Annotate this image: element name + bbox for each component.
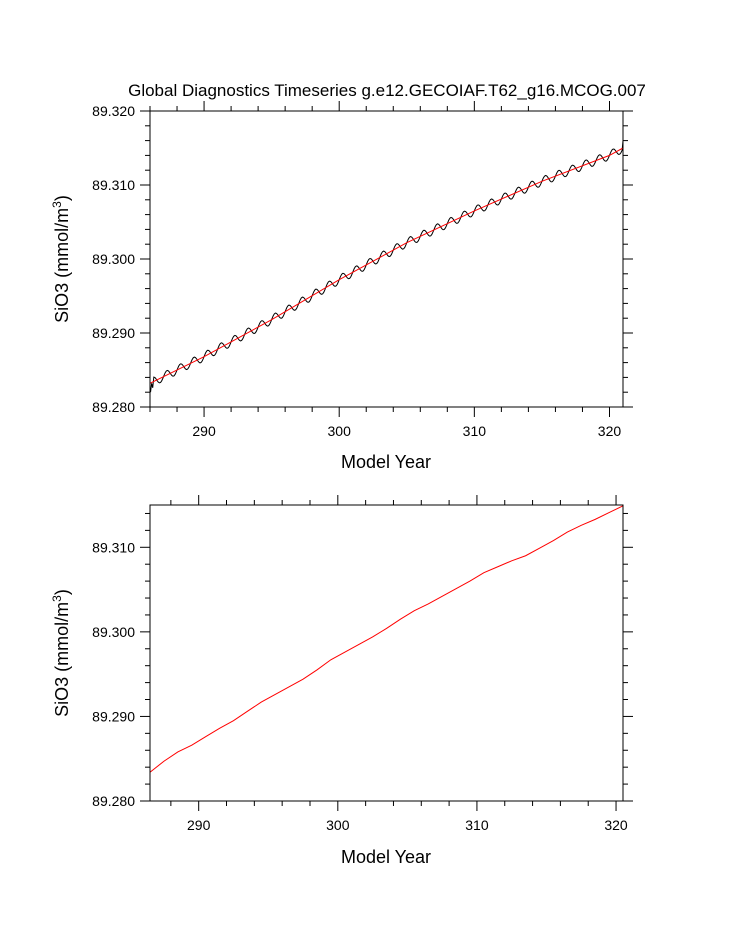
bottom-panel-series	[149, 505, 624, 773]
bottom-y-axis-label-end: )	[52, 589, 72, 595]
x-tick-label: 310	[465, 817, 489, 833]
y-tick-label: 89.310	[92, 539, 135, 555]
top-y-axis-label-end: )	[52, 195, 72, 201]
x-tick-label: 290	[187, 817, 211, 833]
annual-series-line	[149, 505, 624, 773]
x-tick-label: 300	[326, 817, 350, 833]
x-tick-label: 300	[328, 423, 352, 439]
x-tick-label: 290	[192, 423, 216, 439]
annual-series-line	[149, 147, 624, 384]
top-y-axis-label-main: SiO3 (mmol/m	[52, 208, 72, 323]
y-tick-label: 89.310	[92, 177, 135, 193]
bottom-y-axis-label-main: SiO3 (mmol/m	[52, 602, 72, 717]
y-tick-label: 89.320	[92, 103, 135, 119]
top-y-axis-label-sup: 3	[50, 201, 64, 208]
top-plot-frame	[149, 110, 624, 408]
bottom-y-axis-label-sup: 3	[50, 595, 64, 602]
top-y-axis-label: SiO3 (mmol/m3)	[50, 195, 72, 323]
x-tick-label: 310	[463, 423, 487, 439]
chart-title: Global Diagnostics Timeseries g.e12.GECO…	[128, 81, 646, 100]
top-panel: Global Diagnostics Timeseries g.e12.GECO…	[50, 81, 646, 472]
y-tick-label: 89.280	[92, 793, 135, 809]
monthly-series-line	[150, 140, 624, 393]
bottom-plot-frame	[149, 504, 624, 802]
bottom-panel-ticks: 290 300 310 320 89.280 89.290 89.300 89.310	[92, 495, 633, 833]
top-panel-ticks: 290 300 310 320 89.280 89.290 89.300 89.310 89.3…	[92, 101, 633, 439]
top-x-axis-label: Model Year	[341, 452, 431, 472]
y-tick-label: 89.280	[92, 399, 135, 415]
y-tick-label: 89.300	[92, 251, 135, 267]
x-tick-label: 320	[598, 423, 622, 439]
top-panel-series	[149, 140, 624, 393]
bottom-x-axis-label: Model Year	[341, 847, 431, 867]
y-tick-label: 89.290	[92, 708, 135, 724]
bottom-y-axis-label: SiO3 (mmol/m3)	[50, 589, 72, 717]
y-tick-label: 89.300	[92, 624, 135, 640]
y-tick-label: 89.290	[92, 325, 135, 341]
bottom-panel: 290 300 310 320 89.280 89.290 89.300 89.310 Mod…	[50, 495, 633, 867]
x-tick-label: 320	[604, 817, 628, 833]
